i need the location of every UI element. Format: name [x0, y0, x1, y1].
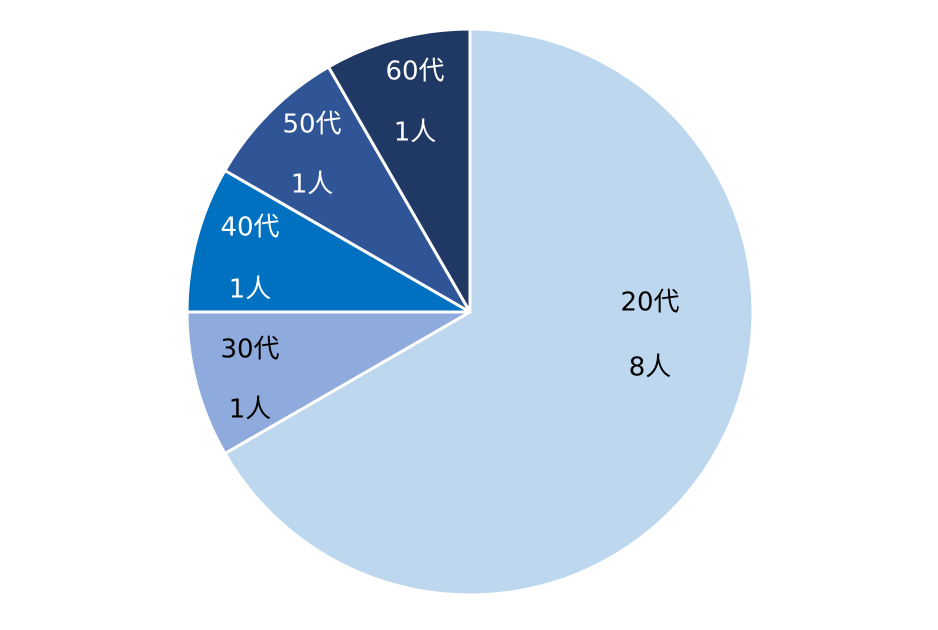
slice-category-label: 30代	[220, 335, 279, 365]
slice-category-label: 50代	[282, 110, 341, 140]
slice-value-label: 1人	[229, 275, 272, 305]
pie-slice-50代	[223, 65, 472, 314]
slice-category-label: 20代	[620, 288, 679, 318]
pie-slice-40代	[185, 169, 472, 314]
slice-value-label: 1人	[291, 170, 334, 200]
pie-slice-30代	[185, 310, 472, 455]
slice-category-label: 60代	[385, 57, 444, 87]
pie-slice-20代	[223, 27, 755, 597]
slice-value-label: 1人	[394, 118, 437, 148]
slice-value-label: 1人	[229, 395, 272, 425]
pie-slice-60代	[327, 27, 472, 314]
slice-category-label: 40代	[220, 213, 279, 243]
slice-value-label: 8人	[629, 353, 672, 383]
